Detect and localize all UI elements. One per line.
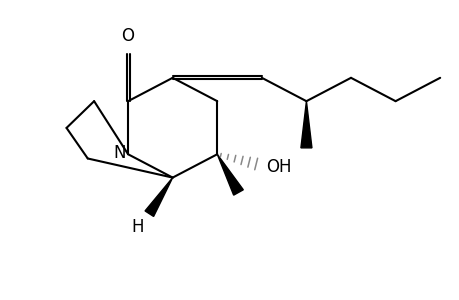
Text: OH: OH <box>265 158 291 176</box>
Polygon shape <box>145 178 172 217</box>
Text: H: H <box>131 218 144 236</box>
Polygon shape <box>217 154 243 195</box>
Text: N: N <box>113 144 126 162</box>
Text: O: O <box>121 27 134 45</box>
Polygon shape <box>300 101 311 148</box>
